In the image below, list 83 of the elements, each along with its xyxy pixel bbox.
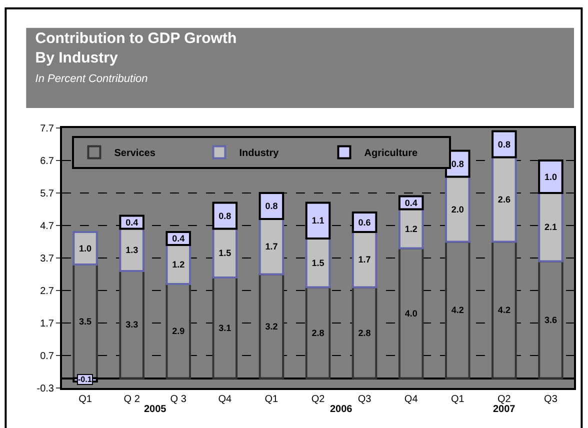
y-tick-label: 3.7 — [40, 254, 54, 264]
data-label: 3.1 — [218, 322, 232, 333]
data-label: 1.2 — [404, 224, 418, 234]
x-tick-label: Q1 — [450, 394, 465, 405]
data-label: 0.6 — [358, 217, 371, 228]
data-label: 0.4 — [404, 198, 418, 208]
data-label: 1.3 — [126, 244, 138, 255]
bar — [492, 156, 517, 243]
bar — [352, 231, 378, 288]
bar — [212, 228, 238, 278]
bar — [445, 176, 470, 243]
data-label: 2.9 — [172, 326, 185, 336]
bar — [398, 208, 424, 250]
data-label: -0.1 — [78, 375, 92, 384]
x-tick-label: Q1 — [264, 394, 279, 405]
bar — [445, 240, 470, 380]
bar — [258, 273, 284, 380]
data-label: 3.2 — [265, 321, 278, 332]
data-label: 0.8 — [498, 139, 510, 150]
bar — [166, 244, 191, 285]
legend-label: Services — [114, 148, 156, 160]
x-tick-label: Q2 — [498, 394, 512, 405]
data-label: 0.8 — [451, 158, 464, 169]
bar — [538, 260, 564, 380]
data-label: 1.0 — [79, 243, 92, 254]
x-tick-label: Q 3 — [170, 394, 187, 405]
data-label: 2.0 — [451, 204, 464, 214]
data-label: 1.1 — [312, 216, 324, 226]
y-tick-label: -0.3 — [36, 384, 54, 394]
x-tick-label: Q3 — [358, 394, 372, 405]
data-label: 2.8 — [312, 328, 324, 338]
y-tick-label: 2.7 — [40, 286, 54, 297]
data-label: 4.2 — [451, 305, 464, 315]
data-label: 1.5 — [218, 248, 232, 258]
y-tick-label: 1.7 — [40, 318, 54, 330]
data-label: 3.6 — [544, 314, 557, 325]
data-label: 3.3 — [126, 320, 138, 330]
data-label: 4.2 — [498, 305, 510, 315]
legend-label: Agriculture — [364, 148, 418, 160]
legend-label: Industry — [239, 148, 280, 160]
bar — [305, 286, 331, 380]
data-label: 0.8 — [218, 210, 232, 221]
bar — [212, 276, 238, 380]
bar — [119, 270, 144, 380]
bar — [119, 228, 144, 272]
bar — [492, 130, 517, 158]
text: 2006 — [330, 404, 353, 415]
data-label: 3.5 — [79, 316, 92, 326]
data-label: 1.7 — [265, 242, 278, 252]
y-tick-label: 7.7 — [40, 124, 54, 134]
y-tick-label: 4.7 — [40, 221, 54, 232]
data-label: 2.8 — [358, 328, 371, 338]
data-label: 0.4 — [172, 234, 185, 244]
x-tick-label: Q4 — [218, 394, 232, 405]
data-label: 1.7 — [358, 254, 371, 265]
x-tick-label: Q1 — [78, 394, 92, 405]
x-tick-label: Q3 — [544, 394, 558, 405]
y-tick-label: 5.7 — [40, 188, 54, 200]
bar — [305, 238, 331, 288]
x-tick-label: Q4 — [404, 394, 418, 405]
y-tick-label: 0.7 — [40, 351, 54, 362]
data-label: 0.4 — [126, 217, 138, 228]
x-tick-label: Q 2 — [124, 394, 140, 405]
bar — [492, 240, 517, 380]
text: 2007 — [493, 404, 516, 415]
x-tick-label: Q2 — [311, 394, 326, 405]
bar — [72, 231, 98, 266]
bar — [166, 283, 191, 380]
chart-title: Contribution to GDP Growth By Industry — [35, 30, 237, 66]
bar — [398, 247, 424, 380]
text: 2005 — [144, 404, 167, 415]
data-label: 0.8 — [265, 201, 278, 211]
bar — [258, 218, 284, 276]
bar — [538, 192, 564, 262]
data-label: 1.2 — [172, 260, 185, 270]
data-label: 1.5 — [312, 258, 324, 268]
data-label: 2.1 — [544, 222, 557, 232]
bar — [352, 286, 378, 380]
data-label: 2.6 — [498, 194, 510, 204]
data-label: 4.0 — [404, 308, 418, 318]
y-tick-label: 6.7 — [40, 156, 54, 167]
data-label: 1.0 — [544, 172, 557, 182]
chart-subtitle: In Percent Contribution — [35, 72, 148, 85]
